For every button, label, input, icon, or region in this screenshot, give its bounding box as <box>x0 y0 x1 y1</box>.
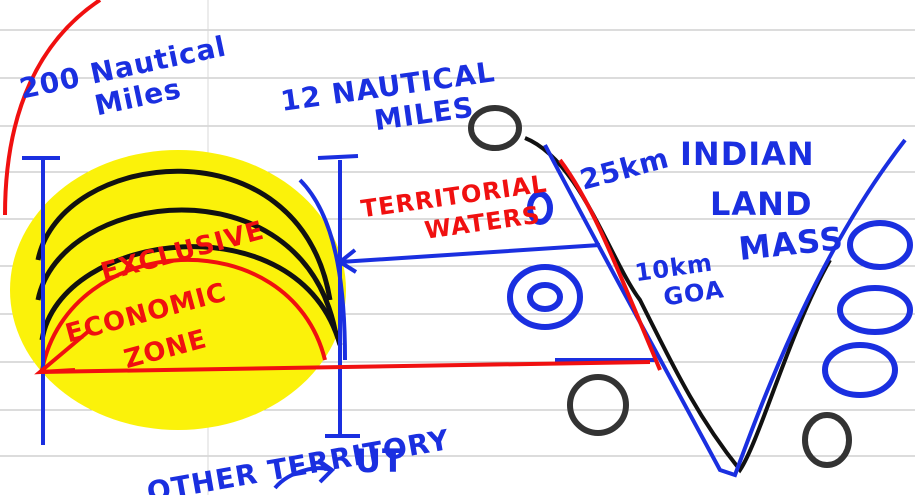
territorial-width-label: 12 NAUTICAL MILES <box>279 55 502 149</box>
distance-label: 25km <box>577 141 673 196</box>
ut-label: UT <box>355 442 405 480</box>
other-territory-label: OTHER TERRITORY <box>144 423 452 495</box>
territorial-waters-label: TERRITORIAL WATERS <box>359 170 553 254</box>
label-line: LAND <box>710 185 813 223</box>
label-line: INDIAN <box>680 135 815 173</box>
land-label: INDIAN LAND MASS <box>680 135 846 268</box>
notebook-diagram: 200 Nautical Miles 12 NAUTICAL MILES TER… <box>0 0 915 495</box>
goa-label: 10km GOA <box>633 247 726 314</box>
